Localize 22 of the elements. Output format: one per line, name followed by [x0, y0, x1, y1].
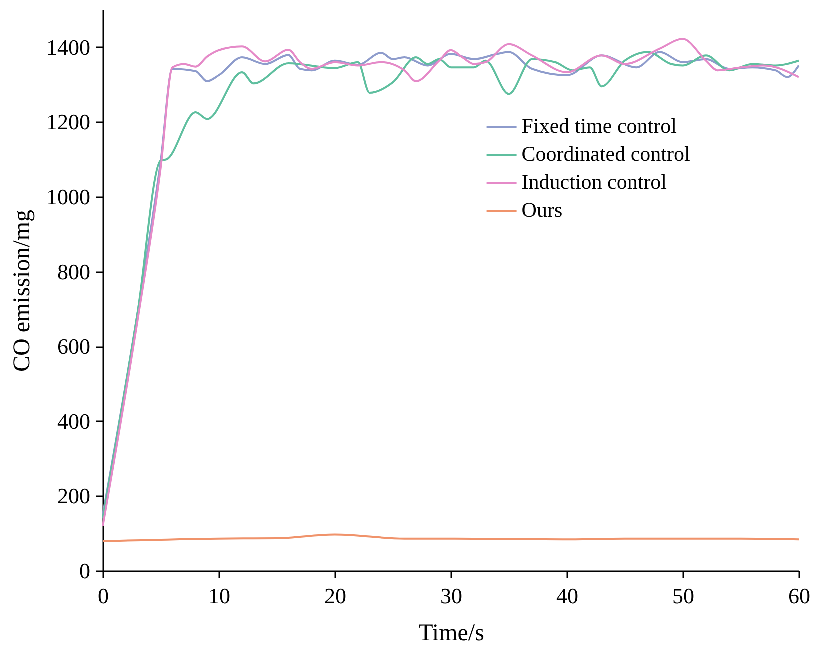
x-axis-title: Time/s: [418, 620, 484, 646]
y-tick-label: 1400: [46, 34, 90, 60]
y-tick-label: 200: [58, 484, 90, 509]
legend-label: Coordinated control: [522, 142, 691, 166]
x-tick-label: 40: [556, 584, 578, 608]
y-tick-label: 1200: [46, 110, 90, 135]
x-tick-label: 60: [788, 584, 810, 608]
y-tick-label: 800: [58, 259, 90, 284]
x-tick-label: 10: [208, 584, 230, 608]
y-tick-label: 400: [58, 408, 90, 434]
legend-label: Ours: [522, 198, 563, 222]
x-tick-label: 50: [672, 584, 694, 608]
y-tick-label: 0: [80, 558, 90, 584]
x-tick-label: 30: [440, 584, 462, 608]
y-tick-label: 600: [58, 334, 90, 360]
legend-label: Induction control: [522, 170, 668, 194]
y-tick-label: 1000: [46, 184, 90, 210]
legend-label: Fixed time control: [522, 114, 678, 138]
x-tick-label: 0: [98, 584, 109, 608]
y-axis-title: CO emission/mg: [10, 210, 36, 372]
x-tick-label: 20: [324, 584, 346, 608]
line-series: [102, 534, 800, 542]
